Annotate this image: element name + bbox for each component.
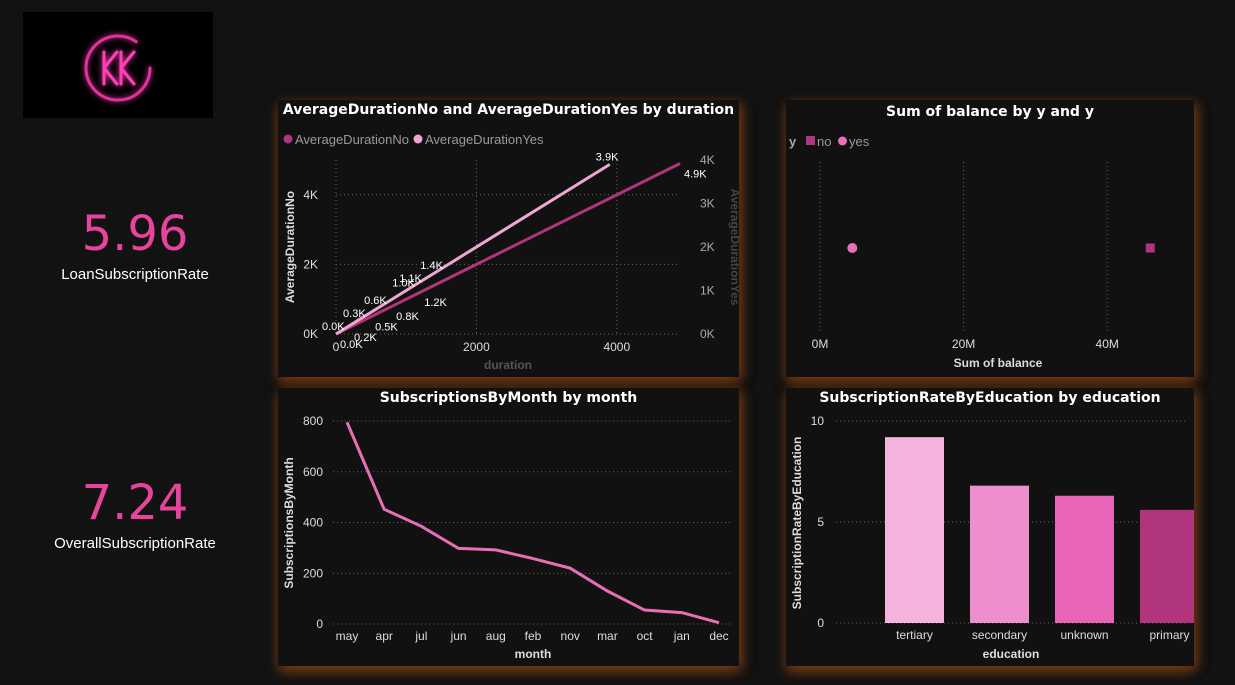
x-tick-label: 0M: [812, 337, 829, 351]
kpi-loan-subscription-rate: 5.96 LoanSubscriptionRate: [20, 210, 250, 283]
x-tick-label: apr: [376, 629, 393, 643]
education-chart-svg: 0 5 10 tertiary secondary unknown primary educa…: [790, 414, 1194, 661]
kpi-value: 5.96: [81, 206, 189, 262]
y-axis-title: SubscriptionsByMonth: [282, 457, 296, 588]
scatter-point-no: [1145, 243, 1155, 253]
kpi-label: LoanSubscriptionRate: [61, 266, 209, 283]
x-axis-title: duration: [484, 358, 532, 372]
y-tick-label: 200: [303, 566, 323, 580]
chart-panel-balance[interactable]: Sum of balance by y and y y no yes 0M 20M 40M…: [786, 100, 1194, 377]
legend-label: AverageDurationYes: [425, 132, 544, 147]
x-axis-title: education: [983, 647, 1040, 661]
legend-marker: [838, 136, 847, 146]
data-label: 0.0K: [322, 321, 345, 333]
duration-chart-svg: AverageDurationNo AverageDurationYes 0K 2K 4…: [283, 132, 739, 372]
x-tick-label: oct: [637, 629, 654, 643]
chart-title: Sum of balance by y and y: [886, 104, 1094, 120]
y2-tick-label: 1K: [700, 284, 715, 298]
legend-marker: [806, 136, 815, 145]
x-tick-label: may: [336, 629, 359, 643]
x-tick-label: 20M: [952, 337, 975, 351]
x-tick-label: jul: [414, 629, 427, 643]
y-tick-label: 2K: [303, 257, 318, 271]
y-tick-label: 0K: [303, 327, 318, 341]
x-axis-title: month: [515, 647, 552, 661]
x-tick-label: 0: [333, 340, 340, 354]
chart-panel-education[interactable]: SubscriptionRateByEducation by education…: [786, 388, 1194, 666]
chart-title: AverageDurationNo and AverageDurationYes…: [282, 102, 735, 118]
x-tick-label: secondary: [972, 628, 1027, 642]
y-tick-label: 0: [817, 616, 824, 630]
series-line-AverageDurationYes: [335, 163, 611, 336]
data-label: 4.9K: [684, 168, 707, 180]
x-tick-label: aug: [486, 629, 506, 643]
data-label: 0.3K: [343, 308, 366, 320]
data-label: 0.6K: [364, 295, 387, 307]
x-tick-label: feb: [525, 629, 542, 643]
x-tick-label: tertiary: [896, 628, 933, 642]
chart-title: SubscriptionRateByEducation by education: [819, 390, 1161, 406]
balance-chart-svg: y no yes 0M 20M 40M Sum of balance: [789, 134, 1155, 370]
data-label: 0.8K: [396, 311, 419, 323]
y2-tick-label: 0K: [700, 327, 715, 341]
data-label: 0.5K: [375, 322, 398, 334]
bar-primary: [1140, 509, 1194, 623]
y2-axis-title: AverageDurationYes: [728, 189, 739, 306]
kpi-overall-subscription-rate: 7.24 OverallSubscriptionRate: [20, 479, 250, 552]
series-line-AverageDurationNo: [335, 162, 681, 336]
kpi-value: 7.24: [81, 475, 189, 531]
chart-panel-month[interactable]: SubscriptionsByMonth by month 0 200 400 600…: [278, 388, 739, 666]
x-tick-label: 40M: [1096, 337, 1119, 351]
y2-tick-label: 4K: [700, 153, 715, 167]
data-label: 3.9K: [596, 151, 619, 163]
x-axis-title: Sum of balance: [954, 356, 1043, 370]
y-tick-label: 5: [817, 515, 824, 529]
legend-label: yes: [849, 134, 870, 149]
y-tick-label: 4K: [303, 188, 318, 202]
y2-tick-label: 3K: [700, 197, 715, 211]
x-tick-label: jan: [673, 629, 690, 643]
x-tick-label: unknown: [1060, 628, 1108, 642]
data-label: 0.0K: [340, 339, 363, 351]
legend-marker: [413, 134, 423, 144]
month-chart-svg: 0 200 400 600 800 may apr jul jun aug feb nov mar oct…: [282, 414, 733, 661]
data-label: 0.2K: [354, 332, 377, 344]
data-label: 1.1K: [399, 273, 422, 285]
legend-marker: [283, 134, 293, 144]
scatter-point-yes: [847, 243, 858, 253]
bar-unknown: [1055, 495, 1114, 623]
kpi-label: OverallSubscriptionRate: [54, 535, 216, 552]
data-label: 1.0K: [392, 278, 415, 290]
x-tick-label: dec: [709, 629, 728, 643]
legend-title: y: [789, 134, 797, 149]
y2-tick-label: 2K: [700, 240, 715, 254]
y-tick-label: 800: [303, 414, 323, 428]
y-tick-label: 400: [303, 516, 323, 530]
y-tick-label: 0: [316, 617, 323, 631]
data-label: 1.4K: [420, 260, 443, 272]
bar-tertiary: [885, 437, 944, 623]
chart-title: SubscriptionsByMonth by month: [379, 390, 638, 406]
x-tick-label: primary: [1149, 628, 1189, 642]
x-tick-label: 4000: [603, 340, 630, 354]
chart-panel-duration[interactable]: AverageDurationNo and AverageDurationYes…: [278, 100, 739, 377]
x-tick-label: 2000: [463, 340, 490, 354]
brand-logo: [23, 12, 213, 118]
y-tick-label: 10: [811, 414, 825, 428]
series-line: [345, 421, 720, 625]
bar-secondary: [970, 485, 1029, 623]
y-tick-label: 600: [303, 465, 323, 479]
x-tick-label: mar: [597, 629, 618, 643]
data-label: 1.2K: [424, 297, 447, 309]
legend-label: no: [817, 134, 831, 149]
legend-label: AverageDurationNo: [295, 132, 409, 147]
x-tick-label: nov: [561, 629, 580, 643]
y-axis-title: SubscriptionRateByEducation: [790, 437, 804, 610]
y-axis-title: AverageDurationNo: [283, 191, 297, 303]
x-tick-label: jun: [450, 629, 467, 643]
